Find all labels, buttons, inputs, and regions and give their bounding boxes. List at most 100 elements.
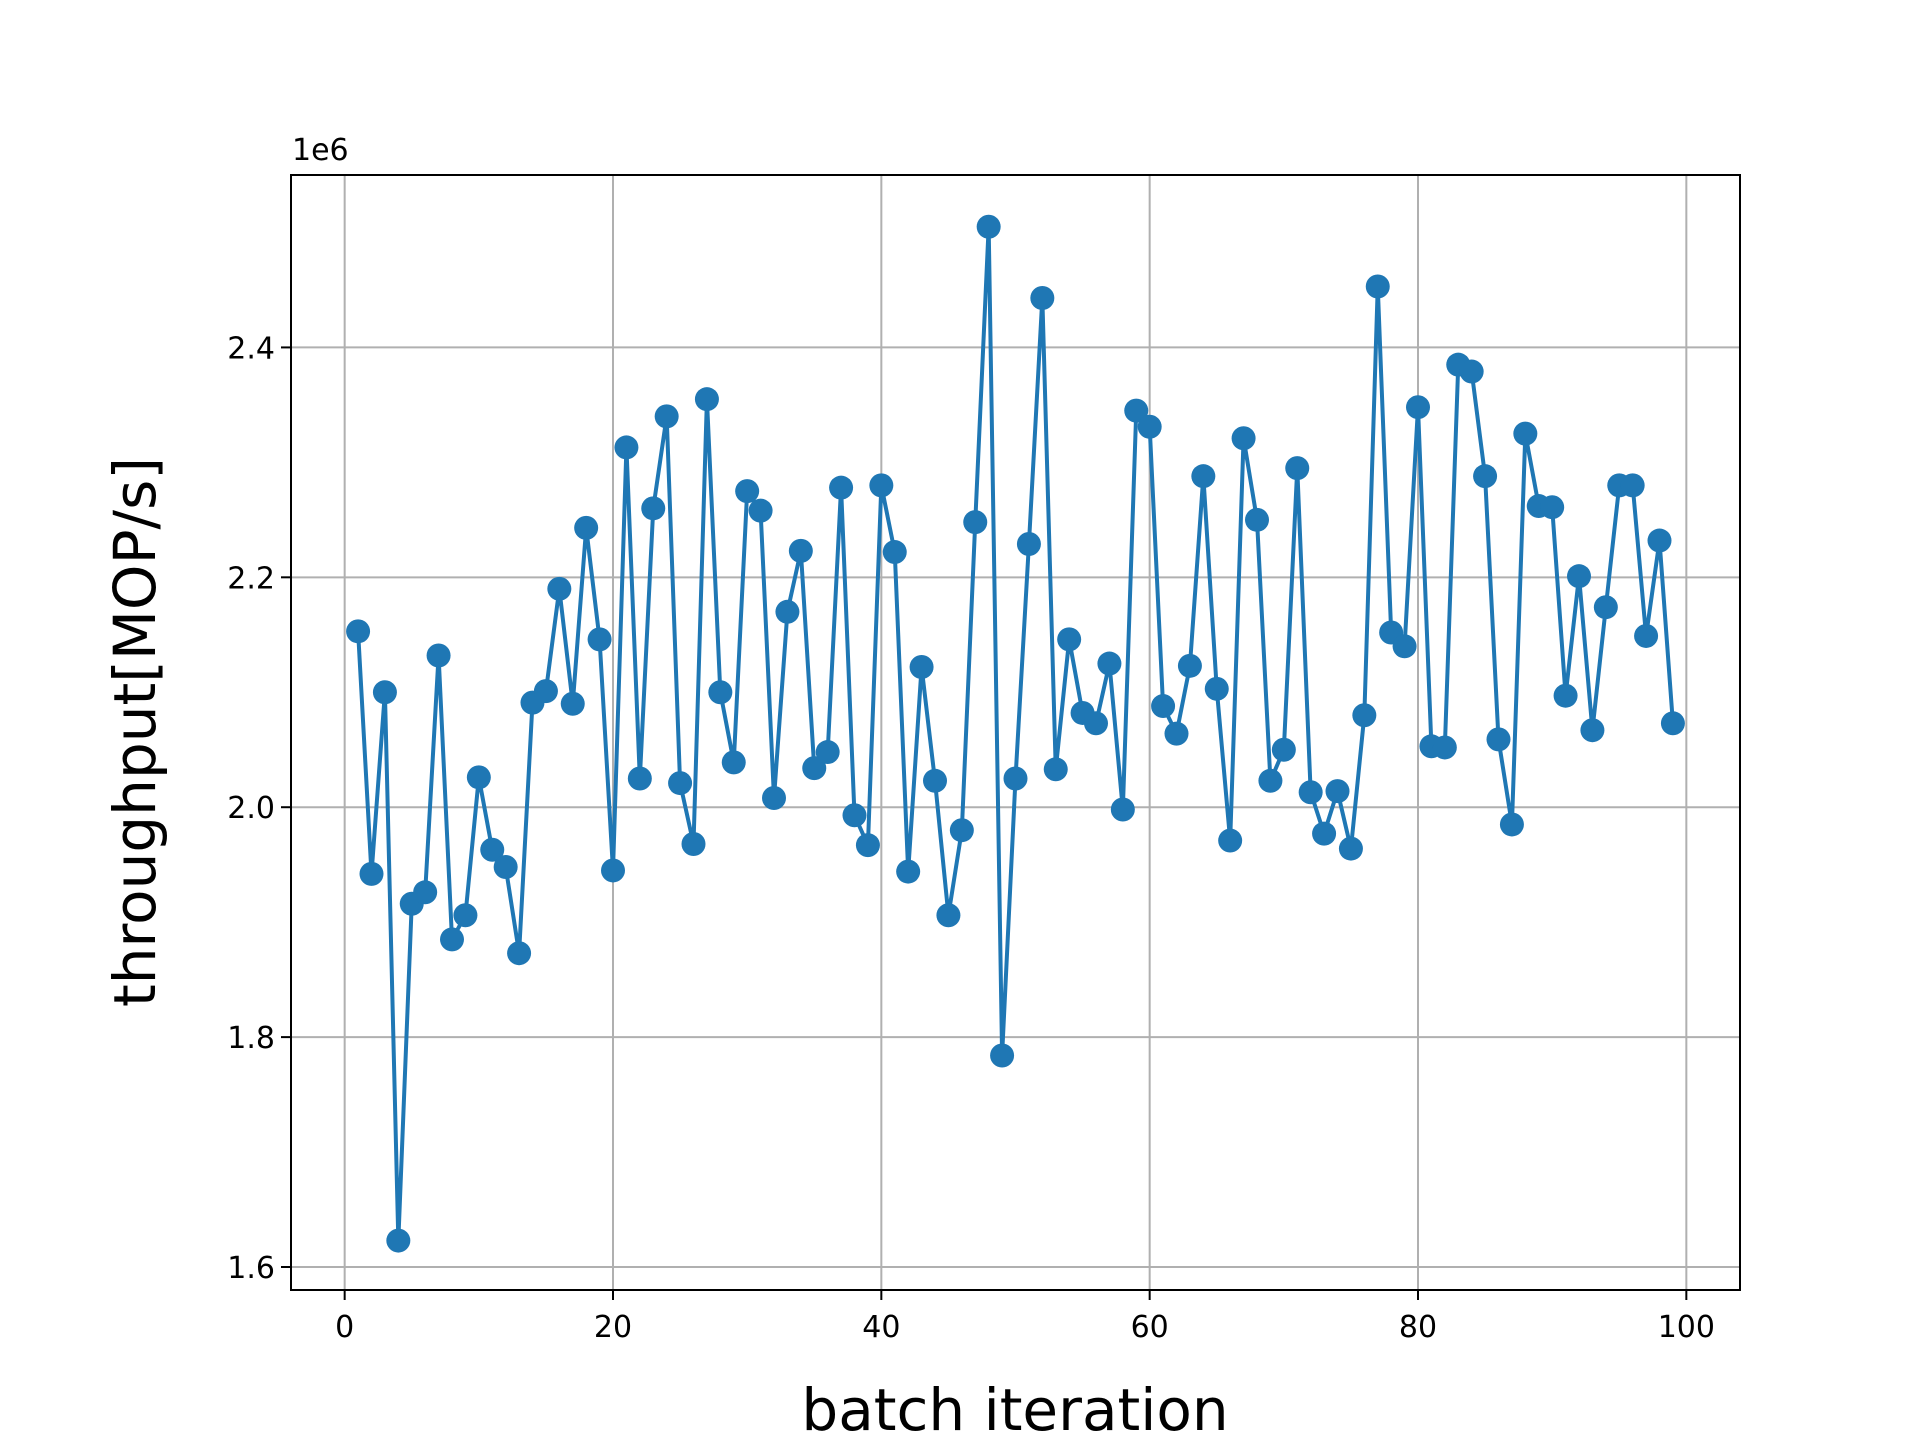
data-point xyxy=(1164,721,1189,746)
data-point xyxy=(1110,797,1135,822)
data-point xyxy=(654,404,679,429)
data-point xyxy=(1647,528,1672,553)
x-tick-label: 0 xyxy=(335,1310,354,1345)
data-point xyxy=(1312,821,1337,846)
axis-ticks: 0 20 40 60 80 100 1.6 1.8 2.0 2.2 2.4 xyxy=(227,331,1715,1345)
data-point xyxy=(909,654,934,679)
data-point xyxy=(788,538,813,563)
data-point xyxy=(735,479,760,504)
y-tick-label: 1.8 xyxy=(227,1021,275,1056)
data-point xyxy=(1124,398,1149,423)
data-point xyxy=(440,927,464,952)
data-point xyxy=(1325,779,1350,804)
data-point xyxy=(1177,653,1202,678)
data-point xyxy=(1352,703,1377,728)
data-point xyxy=(936,903,961,928)
data-point xyxy=(1016,531,1041,556)
data-point xyxy=(1634,623,1659,648)
data-point xyxy=(762,786,786,811)
y-tick-label: 2.2 xyxy=(227,561,275,596)
data-point xyxy=(1406,395,1430,420)
data-point xyxy=(480,837,505,862)
data-point xyxy=(1137,414,1162,439)
data-point xyxy=(896,859,921,884)
data-point xyxy=(560,691,585,716)
data-point xyxy=(681,832,706,856)
data-point xyxy=(1084,711,1108,736)
data-point xyxy=(1151,694,1176,719)
data-point xyxy=(1218,828,1243,853)
data-point xyxy=(802,756,827,781)
y-offset-label: 1e6 xyxy=(292,133,349,168)
data-point xyxy=(708,680,733,705)
data-point xyxy=(547,576,572,601)
data-point xyxy=(1097,651,1122,676)
data-point xyxy=(1204,676,1229,701)
data-point xyxy=(1057,627,1082,652)
data-point xyxy=(1499,812,1524,837)
data-point xyxy=(614,435,639,460)
data-point xyxy=(587,627,612,652)
data-point xyxy=(1258,768,1283,793)
data-point xyxy=(990,1043,1015,1068)
data-point xyxy=(1338,836,1363,861)
y-tick-label: 1.6 xyxy=(227,1251,275,1286)
data-point xyxy=(627,766,652,791)
data-point xyxy=(855,833,880,858)
data-point xyxy=(842,803,867,828)
data-point xyxy=(1540,495,1565,520)
data-point xyxy=(1271,737,1296,762)
x-tick-label: 80 xyxy=(1399,1310,1437,1345)
data-point xyxy=(1660,711,1685,736)
data-point xyxy=(1553,683,1578,708)
data-point xyxy=(1620,473,1645,498)
y-tick-label: 2.0 xyxy=(227,791,275,826)
data-point xyxy=(721,750,746,775)
data-point xyxy=(1432,735,1457,760)
data-point xyxy=(1593,595,1618,620)
data-point xyxy=(949,818,974,843)
data-point xyxy=(574,515,599,540)
data-point xyxy=(359,861,384,886)
x-axis-label: batch iteration xyxy=(801,1376,1228,1440)
data-point xyxy=(533,679,558,704)
data-point xyxy=(493,854,518,879)
data-point xyxy=(1473,464,1498,489)
data-point xyxy=(1285,456,1310,481)
data-point xyxy=(601,858,625,883)
data-point xyxy=(1365,274,1390,299)
data-point xyxy=(668,771,693,796)
data-point xyxy=(923,768,947,793)
data-point xyxy=(1298,780,1323,805)
data-point xyxy=(1245,507,1269,532)
data-point xyxy=(1459,359,1484,384)
data-point xyxy=(694,387,719,412)
data-point xyxy=(1486,727,1511,752)
data-point xyxy=(963,510,988,535)
plot-frame xyxy=(290,174,1741,1291)
x-tick-label: 20 xyxy=(594,1310,632,1345)
data-point xyxy=(882,540,907,565)
data-point xyxy=(829,475,854,500)
data-point xyxy=(1513,421,1538,446)
x-tick-label: 100 xyxy=(1658,1310,1715,1345)
data-point xyxy=(413,880,438,905)
data-point xyxy=(1567,564,1591,589)
x-tick-label: 60 xyxy=(1131,1310,1169,1345)
data-point xyxy=(1043,757,1068,782)
y-tick-label: 2.4 xyxy=(227,331,275,366)
data-point xyxy=(1392,634,1417,659)
y-axis-label: throughput[MOP/s] xyxy=(101,457,169,1007)
data-point xyxy=(426,643,451,668)
data-point xyxy=(507,941,532,966)
data-point xyxy=(1231,426,1256,451)
data-point xyxy=(346,619,371,644)
data-point xyxy=(466,765,491,790)
data-point xyxy=(748,498,773,523)
data-point xyxy=(641,496,666,521)
data-point xyxy=(372,680,397,705)
data-point xyxy=(1030,285,1055,310)
data-point xyxy=(869,473,894,498)
